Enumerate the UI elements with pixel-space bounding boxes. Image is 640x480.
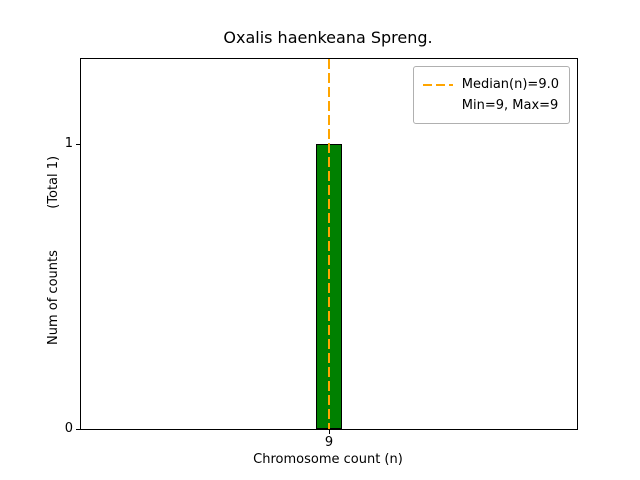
legend: Median(n)=9.0 Min=9, Max=9	[412, 66, 570, 124]
x-tick-label: 9	[324, 435, 334, 450]
y-tick-label: 1	[64, 136, 73, 152]
legend-label-median: Median(n)=9.0	[461, 77, 559, 92]
x-axis-label: Chromosome count (n)	[253, 452, 403, 467]
median-dashed-line-icon	[422, 83, 453, 86]
y-tick-mark	[76, 143, 80, 145]
legend-label-minmax: Min=9, Max=9	[461, 98, 559, 113]
legend-row-minmax: Min=9, Max=9	[423, 95, 559, 116]
x-tick-mark	[328, 430, 330, 434]
y-tick-label: 0	[64, 421, 73, 436]
plot-area: Median(n)=9.0 Min=9, Max=9 9 0 1	[65, 58, 578, 450]
legend-row-median: Median(n)=9.0	[422, 74, 559, 95]
y-axis-label: Num of counts (Total 1)	[46, 155, 61, 345]
y-tick-mark	[76, 428, 80, 430]
median-line	[328, 59, 330, 429]
legend-spacer	[423, 105, 453, 107]
chart-title: Oxalis haenkeana Spreng.	[223, 28, 433, 47]
